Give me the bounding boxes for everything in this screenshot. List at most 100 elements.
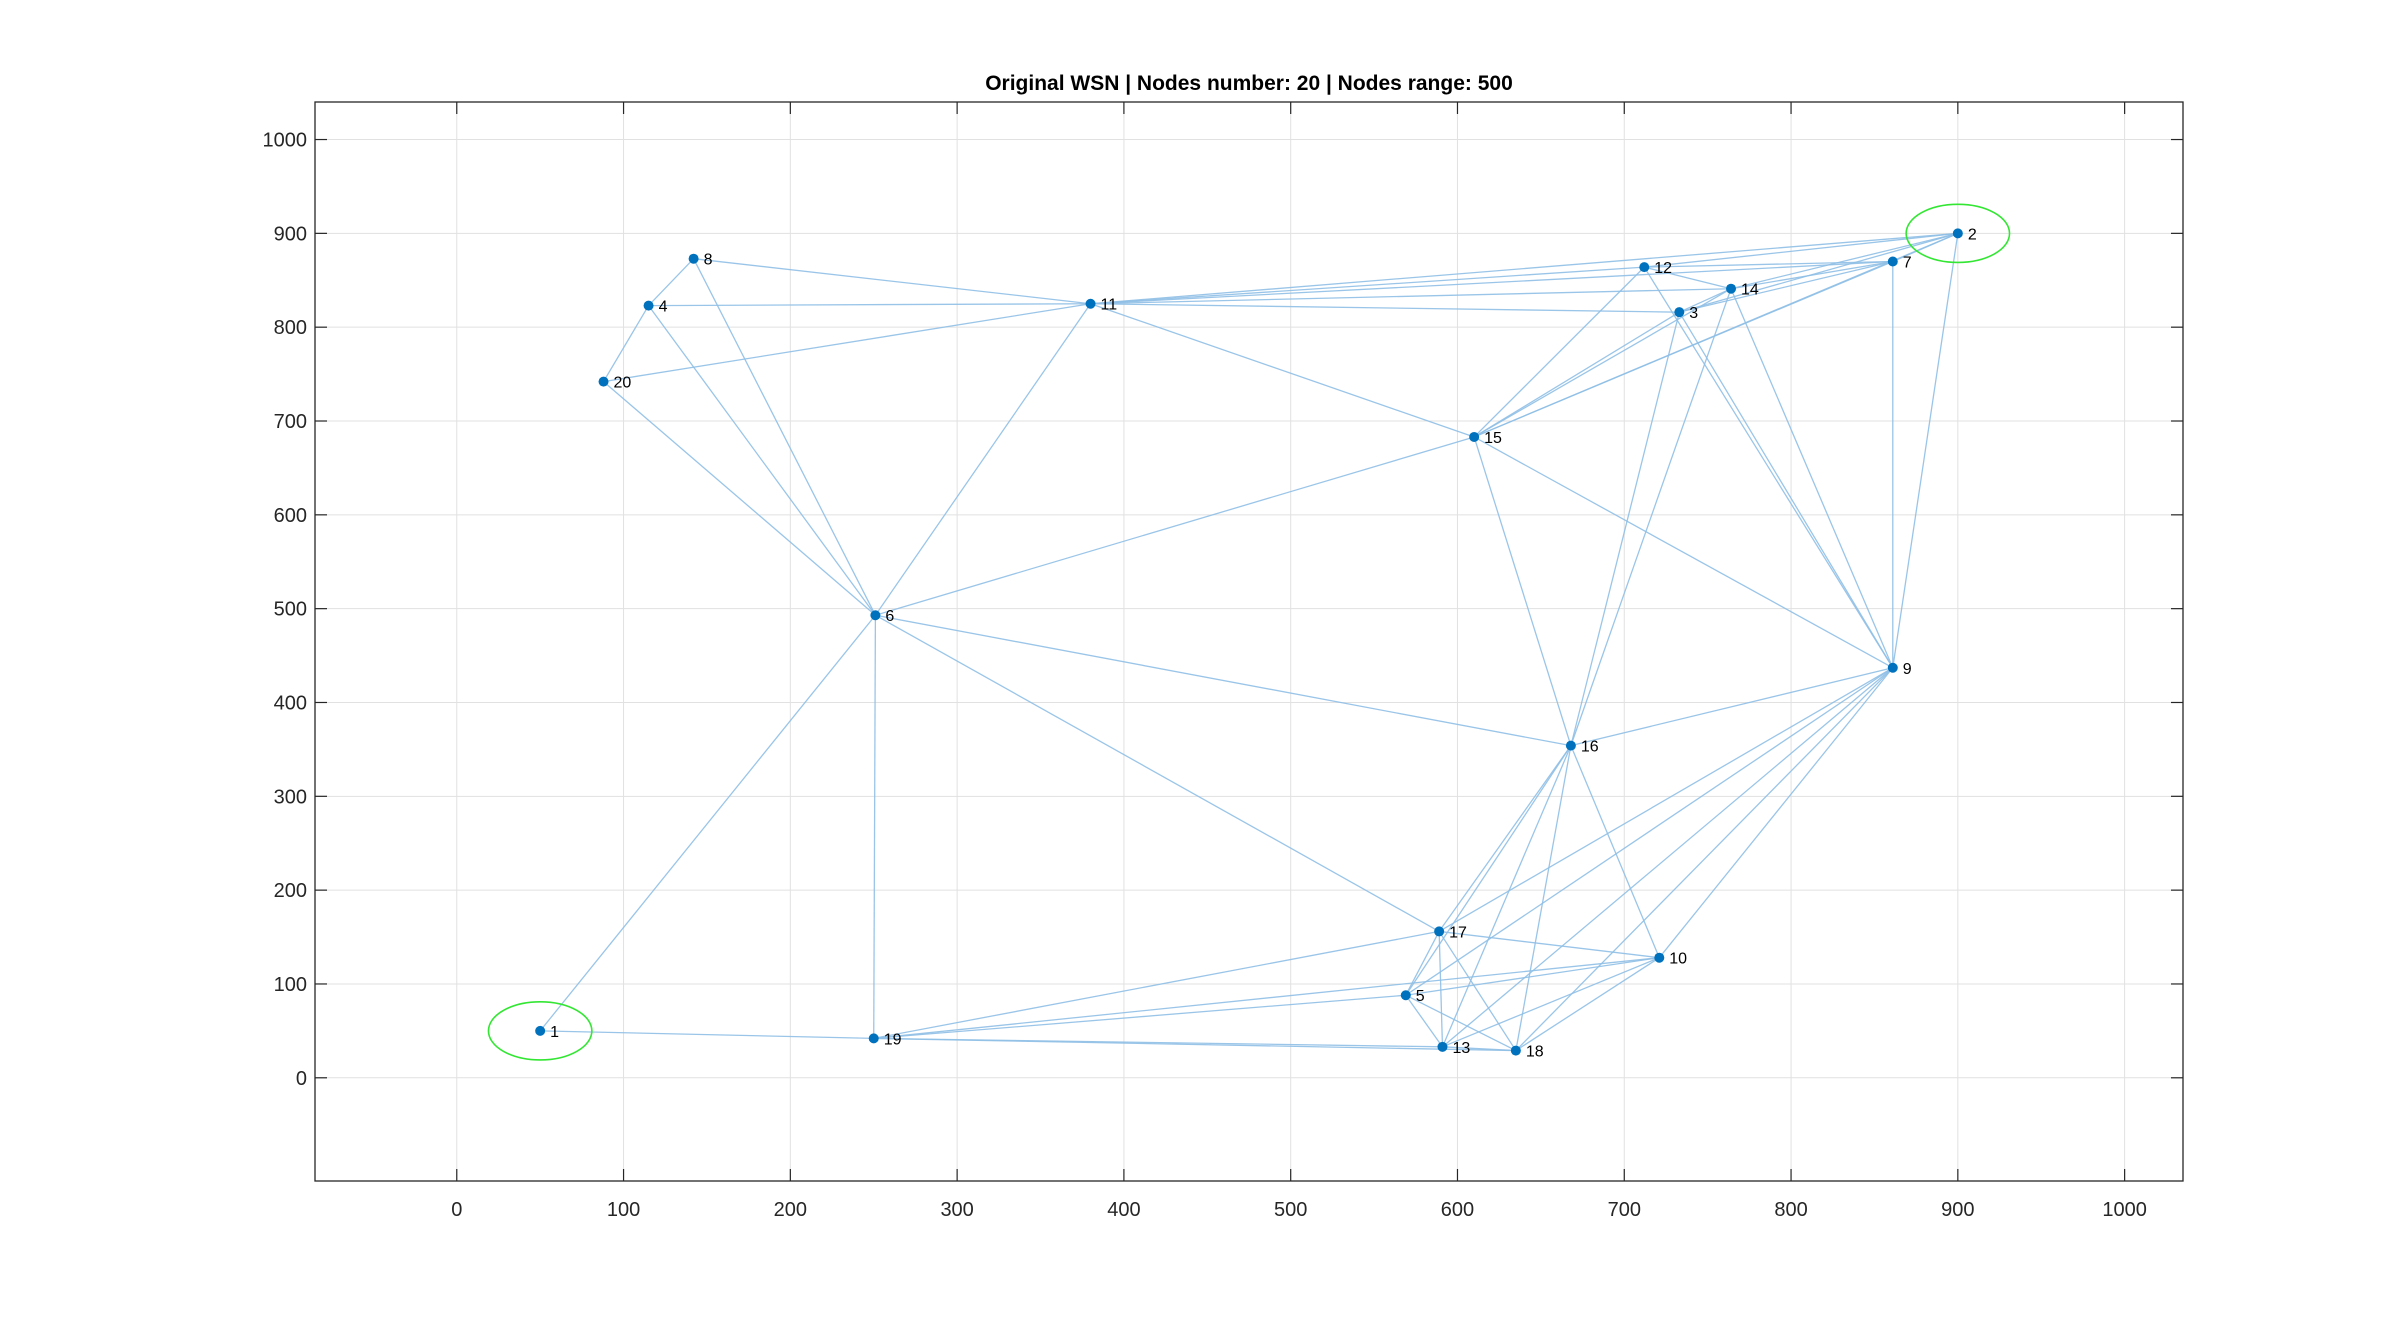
link-1-19 — [540, 1030, 874, 1040]
y-tick-label: 500 — [274, 599, 307, 621]
node-label-15: 15 — [1484, 430, 1502, 447]
node-label-5: 5 — [1416, 988, 1425, 1005]
y-tick-label: 800 — [274, 317, 307, 339]
x-tick-label: 600 — [1441, 1199, 1474, 1221]
link-12-15 — [1473, 266, 1645, 438]
grid-lines — [315, 102, 2183, 1181]
x-tick-label: 400 — [1107, 1199, 1140, 1221]
node-9 — [1887, 662, 1898, 673]
axis-ticks: 0 100 200 300 400 500 600 700 800 900 1000 0 100 200 3… — [263, 102, 2183, 1221]
link-17-10 — [1439, 930, 1660, 959]
link-13-10 — [1442, 957, 1660, 1048]
link-9-13 — [1442, 667, 1894, 1048]
y-tick-label: 600 — [274, 505, 307, 527]
link-9-10 — [1658, 667, 1894, 959]
link-16-18 — [1515, 745, 1572, 1051]
link-15-16 — [1473, 436, 1572, 746]
x-tick-label: 700 — [1608, 1199, 1641, 1221]
node-4 — [643, 300, 654, 311]
y-tick-label: 900 — [274, 223, 307, 245]
link-16-10 — [1570, 745, 1660, 958]
link-12-14 — [1644, 266, 1732, 290]
link-17-19 — [873, 930, 1440, 1040]
node-label-3: 3 — [1689, 305, 1698, 322]
link-14-9 — [1730, 288, 1894, 669]
link-6-17 — [875, 614, 1440, 932]
node-15 — [1469, 431, 1480, 442]
x-tick-label: 800 — [1774, 1199, 1807, 1221]
link-11-6 — [874, 303, 1092, 616]
node-label-20: 20 — [614, 375, 632, 392]
link-11-2 — [1090, 232, 1958, 305]
link-17-5 — [1405, 931, 1440, 996]
node-label-11: 11 — [1101, 297, 1118, 314]
x-tick-label: 900 — [1941, 1199, 1974, 1221]
link-11-14 — [1090, 288, 1732, 305]
link-3-16 — [1570, 312, 1680, 746]
link-3-9 — [1678, 311, 1894, 669]
plot-area-box — [314, 101, 2184, 1182]
node-2 — [1952, 228, 1963, 239]
link-16-13 — [1441, 745, 1572, 1048]
link-11-3 — [1090, 303, 1680, 313]
node-5 — [1400, 990, 1411, 1001]
node-label-9: 9 — [1903, 661, 1912, 678]
x-tick-label: 500 — [1274, 1199, 1307, 1221]
node-16 — [1565, 740, 1576, 751]
link-20-6 — [603, 381, 876, 616]
network-nodes — [535, 228, 1963, 1056]
link-4-8 — [648, 258, 695, 307]
link-9-18 — [1515, 667, 1894, 1052]
link-16-9 — [1570, 667, 1893, 747]
link-9-17 — [1438, 667, 1894, 932]
y-tick-label: 200 — [274, 880, 307, 902]
link-18-10 — [1515, 957, 1660, 1052]
chart-title: Original WSN | Nodes number: 20 | Nodes … — [985, 72, 1513, 95]
node-label-2: 2 — [1968, 226, 1977, 243]
node-1 — [535, 1025, 546, 1036]
node-11 — [1085, 298, 1096, 309]
link-15-9 — [1473, 436, 1894, 669]
link-17-18 — [1438, 931, 1517, 1051]
link-12-9 — [1643, 266, 1894, 669]
link-14-7 — [1730, 260, 1893, 290]
node-label-4: 4 — [659, 299, 668, 316]
link-19-18 — [873, 1037, 1516, 1052]
link-14-15 — [1473, 288, 1732, 438]
link-6-19 — [873, 615, 877, 1039]
link-5-19 — [873, 994, 1406, 1040]
x-tick-label: 1000 — [2102, 1199, 2147, 1221]
link-3-15 — [1473, 311, 1680, 438]
link-11-15 — [1090, 303, 1475, 438]
highlight-circle-node-2 — [1905, 203, 2011, 264]
node-label-1: 1 — [550, 1024, 559, 1041]
link-17-13 — [1438, 931, 1444, 1047]
link-4-20 — [602, 305, 650, 382]
node-14 — [1726, 283, 1737, 294]
network-links — [539, 232, 1959, 1052]
node-12 — [1639, 262, 1650, 273]
y-tick-label: 400 — [274, 692, 307, 714]
link-12-7 — [1644, 260, 1893, 268]
link-14-2 — [1730, 232, 1958, 290]
node-label-8: 8 — [704, 252, 713, 269]
node-20 — [598, 376, 609, 387]
node-label-14: 14 — [1741, 282, 1759, 299]
link-2-15 — [1473, 232, 1959, 438]
x-tick-label: 100 — [607, 1199, 640, 1221]
node-19 — [868, 1033, 879, 1044]
node-label-6: 6 — [885, 608, 894, 625]
node-3 — [1674, 307, 1685, 318]
y-tick-label: 300 — [274, 786, 307, 808]
y-tick-label: 0 — [296, 1068, 307, 1090]
link-13-18 — [1442, 1046, 1516, 1052]
highlight-circle-node-1 — [487, 1000, 593, 1061]
node-17 — [1434, 926, 1445, 937]
link-14-16 — [1570, 288, 1732, 746]
node-6 — [870, 610, 881, 621]
link-4-6 — [648, 305, 876, 616]
node-label-17: 17 — [1449, 924, 1467, 941]
y-tick-label: 100 — [274, 974, 307, 996]
link-20-11 — [603, 303, 1091, 383]
